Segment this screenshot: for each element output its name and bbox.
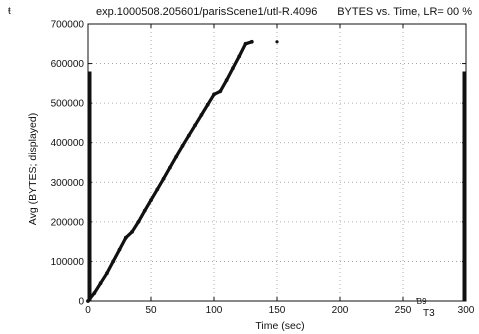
annotation-mark: Ɓ9 <box>416 297 427 306</box>
y-tick-label: 600000 <box>51 59 85 70</box>
x-tick-label: 150 <box>269 305 286 316</box>
data-point <box>243 41 248 46</box>
y-tick-label: 0 <box>78 297 84 308</box>
y-tick-label: 300000 <box>51 178 85 189</box>
tick-labels: 0 50 100 150 200 250 300 0 100000 200000 300000 400… <box>51 20 475 317</box>
data-point <box>123 235 128 240</box>
data-point <box>193 123 198 128</box>
y-tick-label: 500000 <box>51 99 85 110</box>
data-point <box>142 208 147 213</box>
x-tick-label: 300 <box>458 305 475 316</box>
data-point <box>136 220 141 224</box>
x-axis-label: Time (sec) <box>255 320 304 332</box>
axes <box>87 23 467 302</box>
x-tick-label: 0 <box>85 305 91 316</box>
data-point <box>186 133 191 138</box>
data-point <box>98 281 103 286</box>
data-point <box>92 291 97 295</box>
data-point <box>149 198 153 203</box>
data-point <box>130 229 135 234</box>
corner-mark: ŧ <box>8 6 11 17</box>
y-tick-label: 700000 <box>51 20 85 31</box>
data-point <box>237 54 242 59</box>
data-point <box>111 259 116 264</box>
outlier-point <box>275 40 279 44</box>
data-point <box>249 39 254 44</box>
grid-lines <box>88 24 466 301</box>
chart-subtitle: BYTES vs. Time, LR= 00 % <box>337 6 472 18</box>
data-point <box>224 78 229 83</box>
x-tick-label: 250 <box>395 305 412 316</box>
data-point <box>161 176 166 181</box>
data-point <box>231 66 235 71</box>
data-point <box>174 154 179 159</box>
data-point <box>212 92 216 97</box>
y-tick-label: 100000 <box>51 257 85 268</box>
y-axis-label: Avg (BYTES; displayed) <box>27 113 39 225</box>
data-point <box>117 247 122 252</box>
data-point <box>199 113 204 117</box>
data-point <box>155 187 160 192</box>
data-point <box>218 89 223 94</box>
x-tick-label: 50 <box>145 305 157 316</box>
x-tick-label: 100 <box>206 305 223 316</box>
data-point <box>86 299 90 303</box>
data-point <box>105 271 109 276</box>
chart-title: exp.1000508.205601/parisScene1/utl-R.409… <box>96 6 317 18</box>
data-point <box>168 165 172 170</box>
y-tick-label: 400000 <box>51 138 85 149</box>
data-series <box>86 39 279 303</box>
annotation-t3: T3 <box>423 308 435 319</box>
data-point <box>205 102 210 107</box>
x-tick-label: 200 <box>332 305 349 316</box>
y-tick-label: 200000 <box>51 217 85 228</box>
data-point <box>180 144 185 148</box>
